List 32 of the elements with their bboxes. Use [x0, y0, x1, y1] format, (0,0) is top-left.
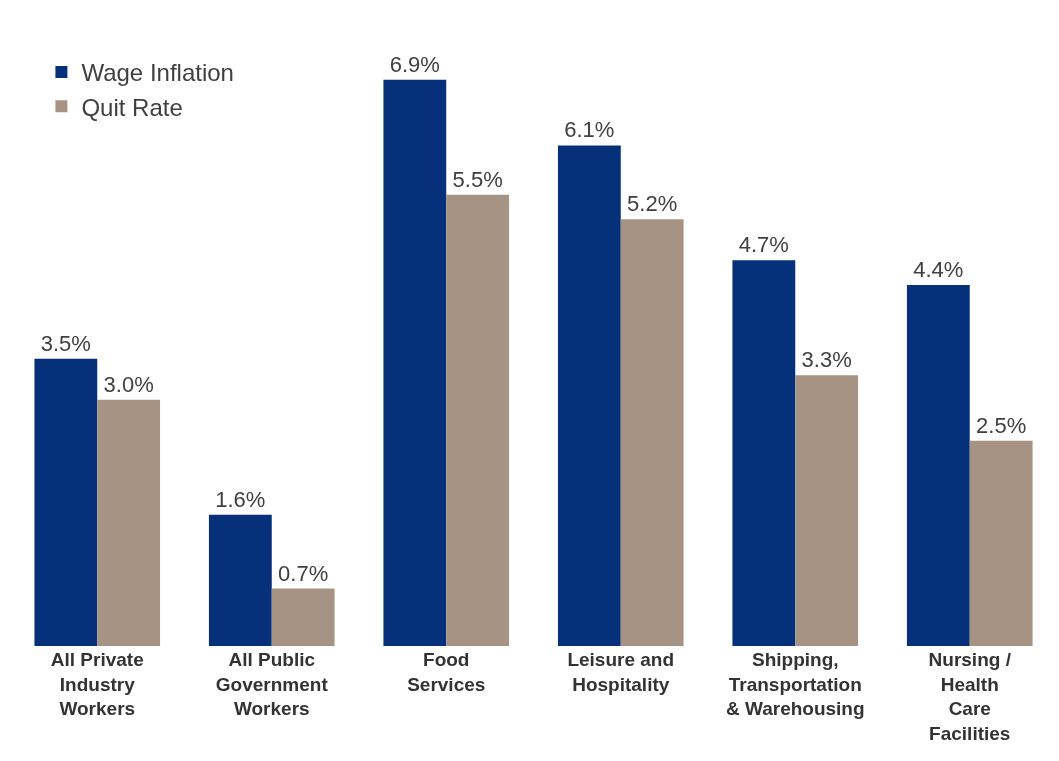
legend-label: Quit Rate [81, 93, 183, 121]
bar [383, 79, 447, 646]
bar [34, 358, 98, 646]
data-label: 3.0% [103, 371, 154, 397]
x-tick-label: Shipping, Transportation & Warehousing [725, 649, 865, 720]
data-label: 6.1% [564, 117, 615, 143]
x-tick-label: Food Services [407, 649, 486, 695]
bar [208, 514, 272, 646]
data-label: 6.9% [389, 51, 440, 77]
data-label: 4.4% [913, 256, 964, 282]
bar [97, 399, 161, 646]
bar [557, 145, 621, 646]
data-label: 2.5% [976, 412, 1027, 438]
bar [271, 588, 335, 646]
bar [732, 260, 796, 646]
data-label: 5.5% [452, 166, 503, 192]
data-label: 5.2% [627, 191, 678, 217]
data-label: 0.7% [278, 560, 329, 586]
x-tick-label: All Private Industry Workers [50, 649, 144, 720]
legend-label: Wage Inflation [81, 59, 234, 87]
bar [446, 194, 510, 646]
x-tick-label: All Public Government Workers [215, 649, 329, 720]
bar [795, 375, 859, 646]
x-tick-label: Nursing / Health Care Facilities [928, 649, 1012, 745]
data-label: 3.5% [40, 330, 91, 356]
data-label: 4.7% [738, 232, 789, 258]
bar [906, 284, 970, 646]
bar [969, 440, 1033, 646]
data-label: 1.6% [215, 486, 266, 512]
data-label: 3.3% [801, 347, 852, 373]
bar [620, 219, 684, 646]
x-tick-label: Leisure and Hospitality [567, 649, 675, 695]
